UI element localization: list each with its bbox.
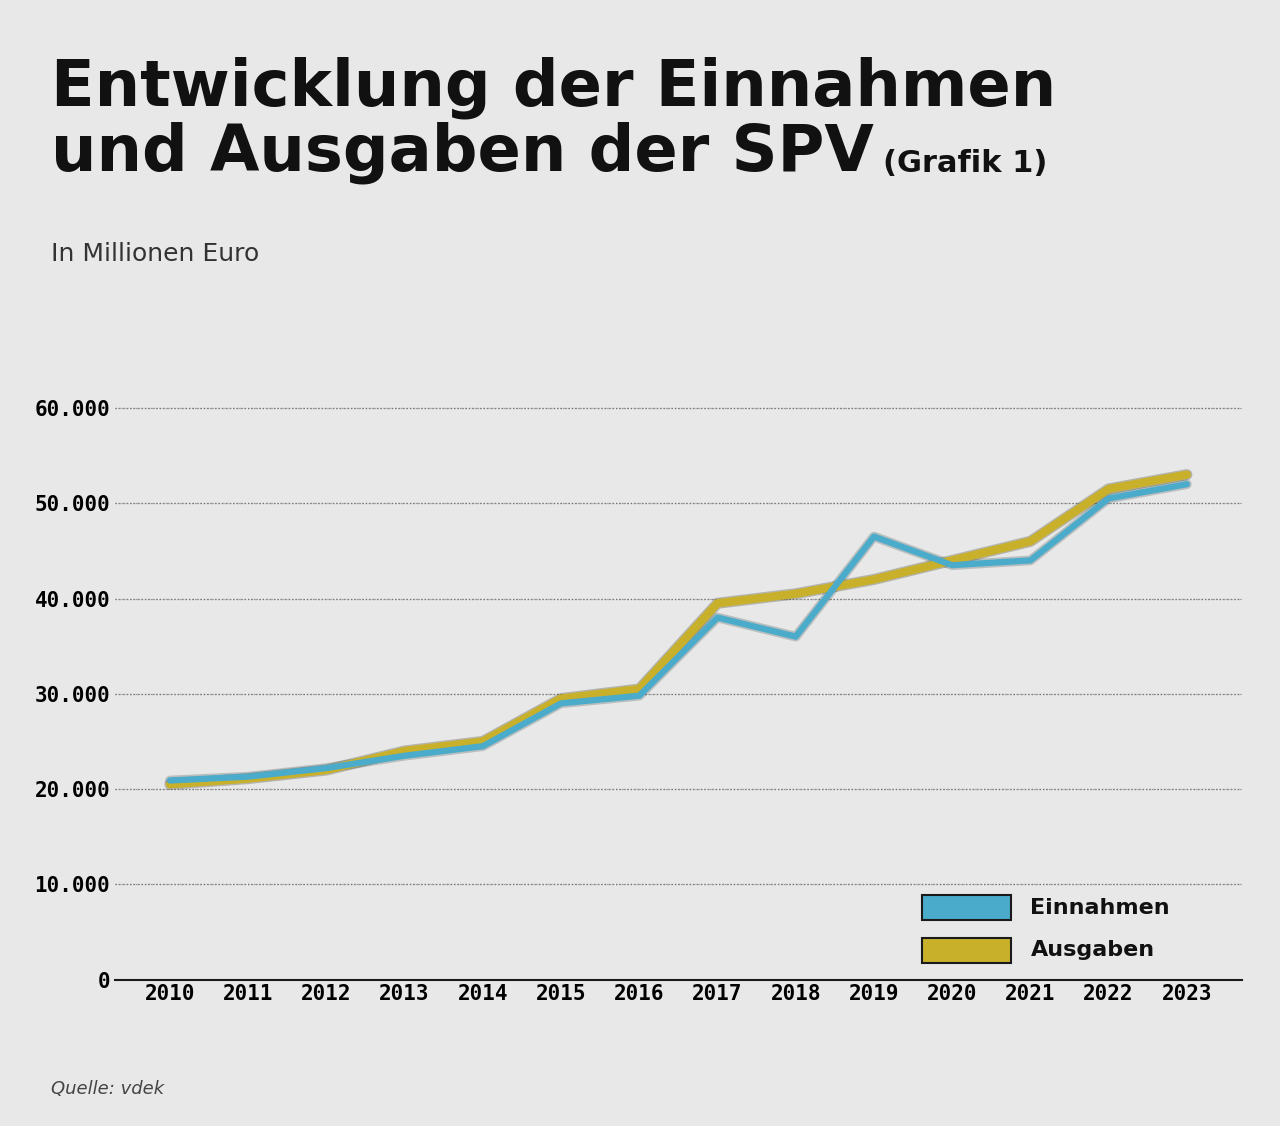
Text: Entwicklung der Einnahmen
und Ausgaben der SPV: Entwicklung der Einnahmen und Ausgaben d… — [51, 56, 1056, 184]
Text: Einnahmen: Einnahmen — [1030, 897, 1170, 918]
Text: Ausgaben: Ausgaben — [1030, 940, 1155, 960]
Text: Quelle: vdek: Quelle: vdek — [51, 1080, 164, 1098]
Text: (Grafik 1): (Grafik 1) — [883, 149, 1047, 178]
Text: In Millionen Euro: In Millionen Euro — [51, 242, 260, 266]
